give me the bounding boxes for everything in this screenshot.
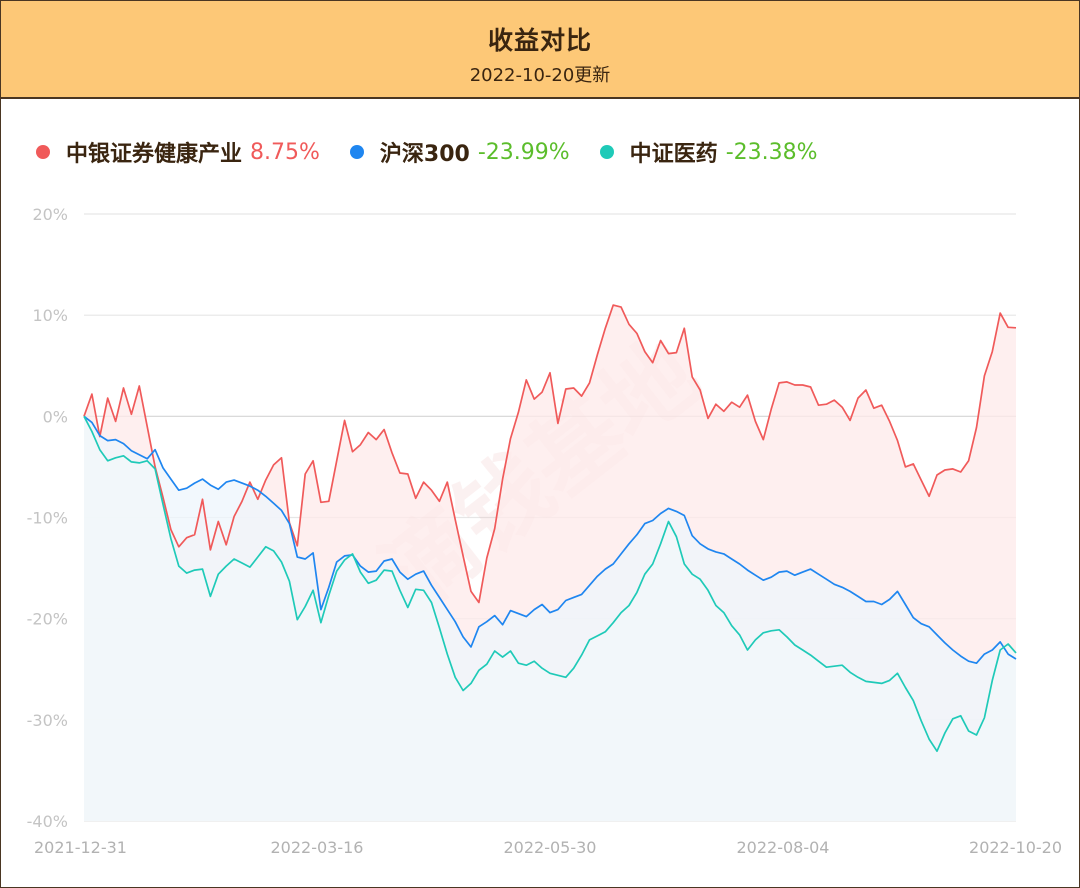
series-lines <box>83 304 1017 753</box>
legend-return: -23.99% <box>477 139 570 165</box>
y-tick-label: -20% <box>27 610 68 629</box>
legend-return: -23.38% <box>725 139 818 165</box>
x-tick-label: 2021-12-31 <box>34 838 127 857</box>
y-tick-label: -30% <box>27 711 68 730</box>
legend-item-fund[interactable]: 中银证券健康产业 8.75% <box>36 136 320 168</box>
series-line-2 <box>83 415 1017 753</box>
series-area-2 <box>84 416 1016 821</box>
y-tick-label: -40% <box>27 812 68 831</box>
legend-item-csi-medicine[interactable]: 中证医药 -23.38% <box>599 136 818 168</box>
chart-title: 收益对比 <box>487 26 592 55</box>
legend-dot <box>599 145 614 159</box>
chart-update-date: 2022-10-20更新 <box>469 65 611 86</box>
x-axis-ticks: 2021-12-31 2022-03-16 2022-05-30 2022-08-04… <box>34 838 1062 857</box>
legend-item-csi300[interactable]: 沪深300 -23.99% <box>349 136 570 168</box>
legend-return: 8.75% <box>250 139 320 165</box>
chart-header: 收益对比 2022-10-20更新 <box>1 1 1079 99</box>
x-tick-label: 2022-05-30 <box>504 838 597 857</box>
legend-label: 中证医药 <box>629 142 718 167</box>
y-tick-label: 20% <box>32 205 68 224</box>
series-areas <box>84 305 1016 822</box>
y-axis-ticks: 20% 10% 0% -10% -20% -30% -40% <box>27 205 68 831</box>
legend-label: 沪深300 <box>379 142 470 167</box>
series-line-1 <box>83 415 1017 665</box>
y-tick-label: 0% <box>43 407 68 426</box>
legend: 中银证券健康产业 8.75% 沪深300 -23.99% 中证医药 -23.38… <box>36 136 848 168</box>
x-tick-label: 2022-08-04 <box>737 838 830 857</box>
series-line-0 <box>83 304 1017 604</box>
x-tick-label: 2022-03-16 <box>271 838 364 857</box>
x-tick-label: 2022-10-20 <box>969 838 1062 857</box>
legend-dot <box>36 145 50 159</box>
y-tick-label: -10% <box>27 509 68 528</box>
legend-dot <box>349 145 364 159</box>
y-tick-label: 10% <box>32 306 68 325</box>
legend-label: 中银证券健康产业 <box>66 142 243 167</box>
